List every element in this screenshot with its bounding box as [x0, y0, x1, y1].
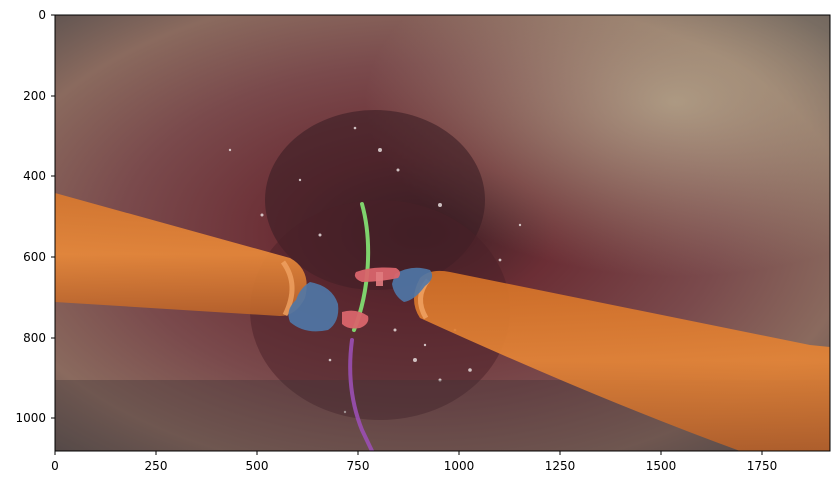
thread-segment — [348, 338, 374, 451]
x-tick-label: 500 — [246, 459, 269, 473]
x-tick-label: 250 — [145, 459, 168, 473]
y-tick-label: 200 — [23, 89, 46, 103]
plot-frame — [54, 14, 831, 452]
x-tick-label: 750 — [347, 459, 370, 473]
right-instrument-wrist — [392, 267, 433, 302]
y-axis: 0 200 400 600 800 1000 — [15, 8, 55, 425]
x-tick-label: 1250 — [545, 459, 576, 473]
y-tick-label: 0 — [38, 8, 46, 22]
left-instrument-clasper — [342, 310, 369, 329]
right-instrument-shaft — [414, 270, 830, 451]
left-instrument-shaft — [55, 193, 307, 316]
x-tick-label: 0 — [51, 459, 59, 473]
x-axis: 0 250 500 750 1000 1250 1500 1750 — [51, 451, 777, 473]
x-tick-label: 1500 — [646, 459, 677, 473]
endoscope-image — [55, 15, 830, 451]
left-instrument-wrist — [288, 282, 339, 332]
x-tick-label: 1750 — [747, 459, 778, 473]
y-tick-label: 800 — [23, 331, 46, 345]
y-tick-label: 400 — [23, 169, 46, 183]
y-tick-label: 1000 — [15, 411, 46, 425]
x-tick-label: 1000 — [444, 459, 475, 473]
y-tick-label: 600 — [23, 250, 46, 264]
